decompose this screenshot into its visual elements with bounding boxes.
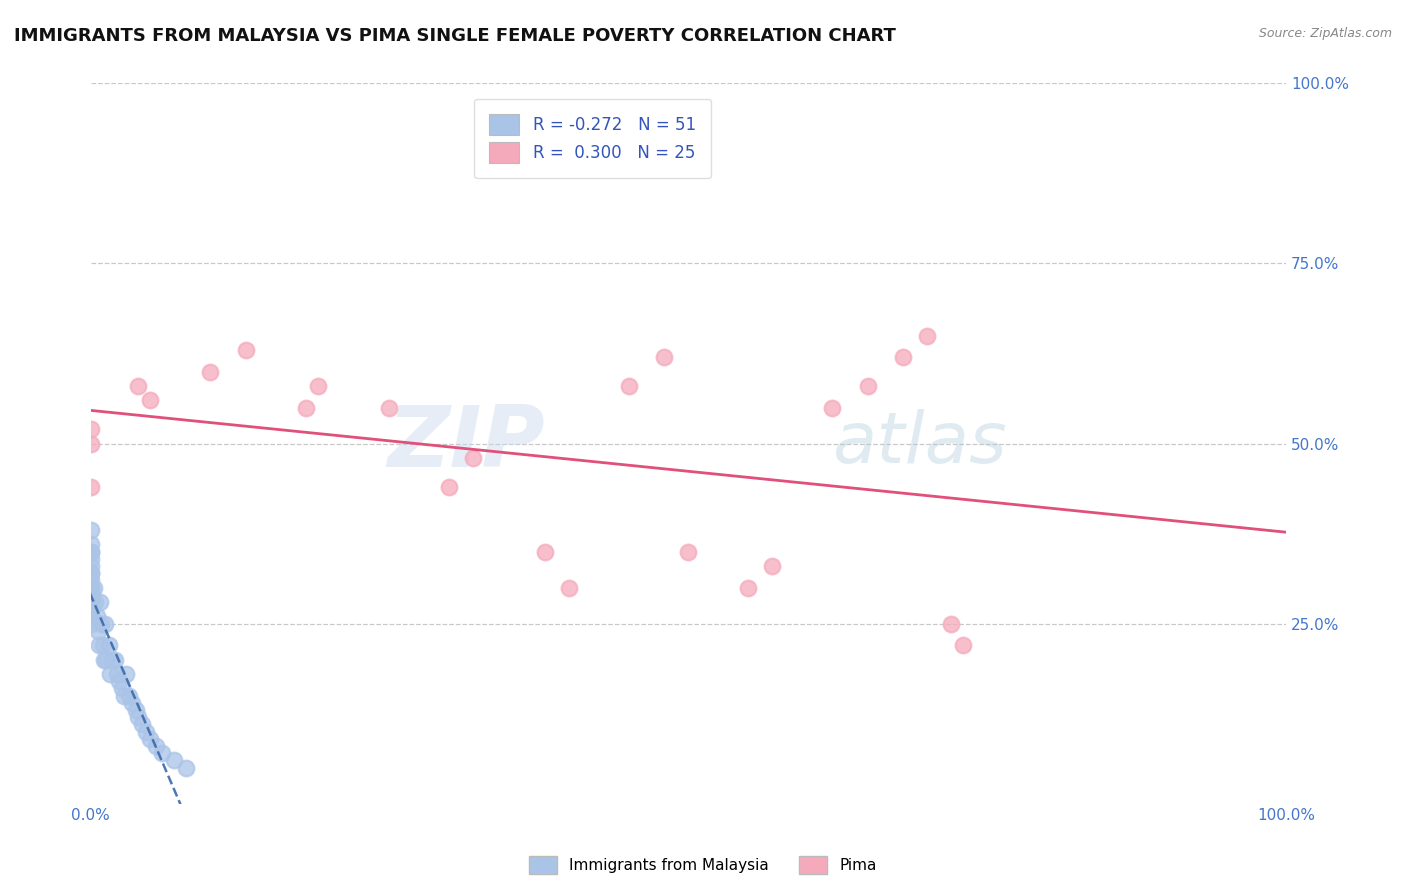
Point xyxy=(108,674,131,689)
Point xyxy=(678,544,700,558)
Point xyxy=(91,638,114,652)
Point xyxy=(93,652,115,666)
Point xyxy=(654,350,676,364)
Point xyxy=(79,581,101,595)
Point xyxy=(118,689,141,703)
Point xyxy=(79,480,101,494)
Point xyxy=(307,379,329,393)
Point xyxy=(439,480,461,494)
Point xyxy=(174,761,197,775)
Point xyxy=(893,350,915,364)
Text: IMMIGRANTS FROM MALAYSIA VS PIMA SINGLE FEMALE POVERTY CORRELATION CHART: IMMIGRANTS FROM MALAYSIA VS PIMA SINGLE … xyxy=(14,27,896,45)
Point xyxy=(79,616,101,631)
Point xyxy=(917,328,939,343)
Point xyxy=(103,652,125,666)
Point xyxy=(294,401,316,415)
Point xyxy=(534,544,557,558)
Point xyxy=(115,667,138,681)
Point xyxy=(94,616,117,631)
Point xyxy=(235,343,257,357)
Point xyxy=(79,595,101,609)
Point xyxy=(79,595,101,609)
Point xyxy=(79,422,101,436)
Point xyxy=(79,436,101,450)
Point xyxy=(111,681,134,696)
Legend: R = -0.272   N = 51, R =  0.300   N = 25: R = -0.272 N = 51, R = 0.300 N = 25 xyxy=(474,99,711,178)
Point xyxy=(150,746,173,760)
Point xyxy=(127,379,149,393)
Point xyxy=(558,581,581,595)
Point xyxy=(139,393,162,408)
Point xyxy=(79,537,101,551)
Point xyxy=(96,652,118,666)
Point xyxy=(145,739,167,753)
Point xyxy=(737,581,759,595)
Point xyxy=(617,379,640,393)
Point xyxy=(463,450,485,465)
Point xyxy=(761,558,783,573)
Point xyxy=(163,753,186,767)
Point xyxy=(105,667,128,681)
Point xyxy=(98,667,121,681)
Point xyxy=(79,544,101,558)
Point xyxy=(79,588,101,602)
Point xyxy=(121,696,143,710)
Point xyxy=(79,581,101,595)
Point xyxy=(378,401,401,415)
Point xyxy=(125,703,148,717)
Point xyxy=(79,566,101,581)
Point xyxy=(86,609,108,624)
Point xyxy=(89,595,111,609)
Point xyxy=(941,616,963,631)
Point xyxy=(952,638,974,652)
Point xyxy=(112,689,135,703)
Text: Source: ZipAtlas.com: Source: ZipAtlas.com xyxy=(1258,27,1392,40)
Point xyxy=(79,544,101,558)
Point xyxy=(135,724,157,739)
Point xyxy=(79,602,101,616)
Point xyxy=(79,523,101,537)
Point xyxy=(101,652,124,666)
Point xyxy=(84,595,107,609)
Point xyxy=(198,364,221,378)
Point xyxy=(856,379,879,393)
Point xyxy=(79,566,101,581)
Point xyxy=(79,609,101,624)
Point xyxy=(127,710,149,724)
Point xyxy=(87,624,110,638)
Point xyxy=(139,731,162,746)
Text: ZIP: ZIP xyxy=(387,402,546,485)
Point xyxy=(79,609,101,624)
Point xyxy=(79,602,101,616)
Point xyxy=(79,551,101,566)
Point xyxy=(821,401,844,415)
Point xyxy=(87,638,110,652)
Point xyxy=(90,616,112,631)
Text: atlas: atlas xyxy=(832,409,1007,478)
Point xyxy=(97,638,120,652)
Legend: Immigrants from Malaysia, Pima: Immigrants from Malaysia, Pima xyxy=(523,850,883,880)
Point xyxy=(79,588,101,602)
Point xyxy=(131,717,153,731)
Point xyxy=(79,558,101,573)
Point xyxy=(79,574,101,588)
Point xyxy=(83,581,105,595)
